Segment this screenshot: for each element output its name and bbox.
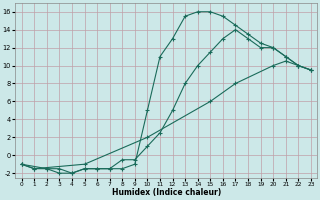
X-axis label: Humidex (Indice chaleur): Humidex (Indice chaleur) <box>112 188 221 197</box>
